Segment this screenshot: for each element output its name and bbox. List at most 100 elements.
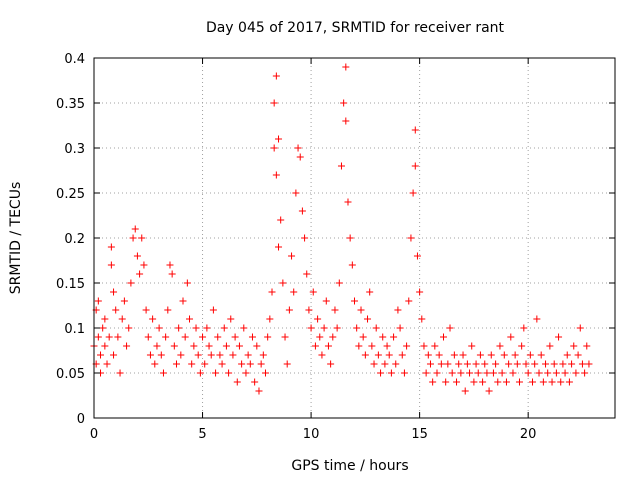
y-tick-label: 0.35	[56, 97, 85, 112]
data-point	[429, 378, 437, 386]
data-point	[307, 324, 315, 332]
y-tick-label: 0.4	[64, 52, 85, 67]
data-point	[576, 324, 584, 332]
data-point	[418, 315, 426, 323]
data-point	[153, 342, 161, 350]
data-point	[281, 333, 289, 341]
data-point	[444, 360, 452, 368]
data-point	[563, 351, 571, 359]
data-point	[177, 351, 185, 359]
data-point	[555, 333, 563, 341]
data-point	[435, 351, 443, 359]
data-point	[196, 369, 204, 377]
data-point	[268, 288, 276, 296]
data-point	[322, 297, 330, 305]
data-point	[470, 378, 478, 386]
data-point	[127, 279, 135, 287]
data-point	[557, 378, 565, 386]
data-point	[383, 342, 391, 350]
x-tick-label: 5	[198, 427, 206, 442]
data-point	[459, 351, 467, 359]
data-point	[209, 306, 217, 314]
data-point	[272, 171, 280, 179]
data-point	[507, 333, 515, 341]
data-point	[138, 234, 146, 242]
data-point	[116, 369, 124, 377]
data-point	[214, 333, 222, 341]
data-point	[463, 360, 471, 368]
data-point	[407, 234, 415, 242]
data-point	[379, 333, 387, 341]
data-point	[578, 360, 586, 368]
data-point	[357, 306, 365, 314]
data-point	[568, 360, 576, 368]
data-point	[327, 360, 335, 368]
data-point	[433, 369, 441, 377]
data-point	[112, 306, 120, 314]
data-point	[550, 360, 558, 368]
chart-title: Day 045 of 2017, SRMTID for receiver ran…	[206, 20, 505, 36]
data-point	[570, 342, 578, 350]
data-point	[340, 99, 348, 107]
data-point	[120, 297, 128, 305]
y-tick-label: 0.1	[64, 322, 85, 337]
data-point	[531, 360, 539, 368]
data-point	[474, 369, 482, 377]
data-point	[572, 369, 580, 377]
data-point	[159, 369, 167, 377]
y-axis-label: SRMTID / TECUs	[8, 182, 24, 295]
data-point	[574, 351, 582, 359]
data-point	[240, 324, 248, 332]
data-point	[522, 360, 530, 368]
data-point	[537, 351, 545, 359]
data-point	[426, 360, 434, 368]
data-point	[292, 189, 300, 197]
y-tick-label: 0.25	[56, 187, 85, 202]
data-point	[496, 342, 504, 350]
data-point	[448, 369, 456, 377]
data-point	[485, 387, 493, 395]
x-tick-label: 10	[303, 427, 320, 442]
data-point	[457, 369, 465, 377]
data-point	[361, 351, 369, 359]
data-point	[142, 306, 150, 314]
y-tick-label: 0	[77, 412, 85, 427]
data-point	[346, 234, 354, 242]
data-point	[370, 360, 378, 368]
data-point	[244, 351, 252, 359]
data-point	[442, 378, 450, 386]
data-point	[110, 351, 118, 359]
data-point	[207, 351, 215, 359]
data-point	[559, 360, 567, 368]
data-point	[285, 306, 293, 314]
data-point	[272, 72, 280, 80]
data-point	[107, 261, 115, 269]
data-point	[394, 306, 402, 314]
data-point	[114, 333, 122, 341]
data-point	[411, 126, 419, 134]
data-point	[277, 216, 285, 224]
y-tick-label: 0.15	[56, 277, 85, 292]
data-point	[515, 378, 523, 386]
data-point	[535, 369, 543, 377]
data-point	[472, 360, 480, 368]
data-point	[318, 351, 326, 359]
data-point	[164, 306, 172, 314]
data-point	[400, 369, 408, 377]
data-point	[110, 288, 118, 296]
data-point	[513, 360, 521, 368]
data-point	[565, 378, 573, 386]
x-tick-label: 20	[520, 427, 537, 442]
data-point	[220, 324, 228, 332]
data-point	[387, 369, 395, 377]
data-point	[179, 297, 187, 305]
data-point	[222, 342, 230, 350]
data-point	[94, 297, 102, 305]
data-point	[364, 315, 372, 323]
data-point	[403, 342, 411, 350]
data-point	[270, 99, 278, 107]
data-point	[374, 351, 382, 359]
data-point	[476, 351, 484, 359]
data-point	[264, 333, 272, 341]
